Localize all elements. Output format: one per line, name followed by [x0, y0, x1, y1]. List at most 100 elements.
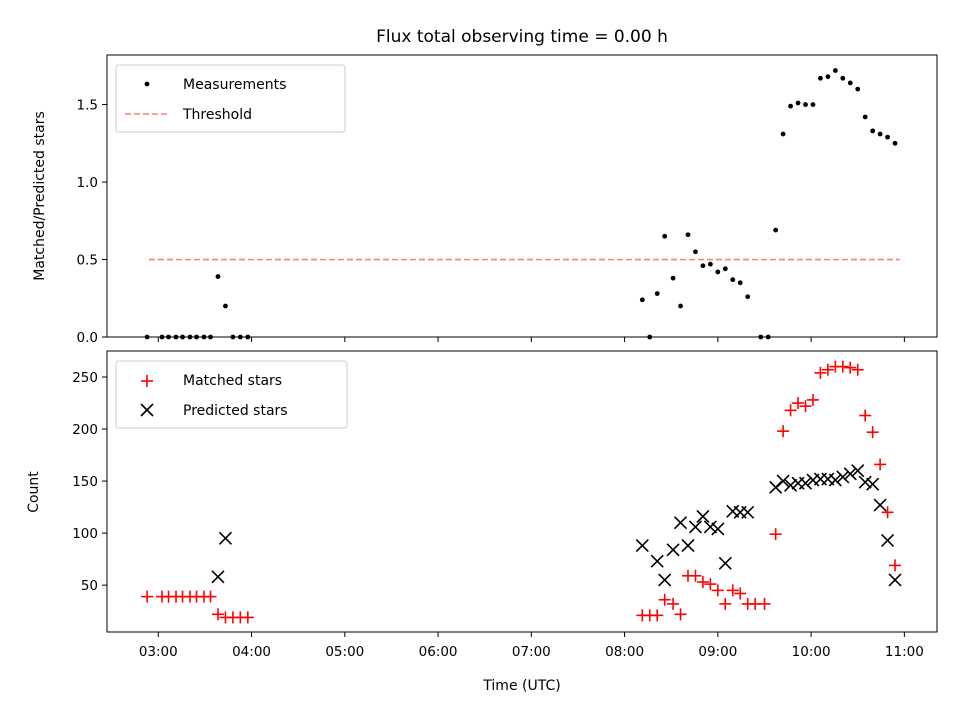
measurement-point: [855, 86, 861, 92]
ratio-y-axis-label: Matched/Predicted stars: [32, 111, 48, 281]
measurement-point: [788, 103, 793, 109]
count-y-axis-label: Count: [26, 471, 42, 513]
predicted-star-point: [828, 473, 842, 487]
legend-label-matched: Matched stars: [183, 373, 282, 389]
y-tick-label: 1.5: [77, 98, 98, 114]
matched-star-point: [758, 597, 771, 610]
measurement-point: [700, 263, 706, 269]
x-tick-label: 04:00: [232, 644, 271, 660]
matched-star-point: [769, 528, 782, 541]
count-x-ticks: 03:00 04:00 05:00 06:00 07:00 08:00 09:00 10:00…: [139, 632, 924, 660]
count-axes-frame: [106, 350, 938, 633]
measurement-point: [737, 280, 743, 286]
x-tick-label: 03:00: [139, 644, 178, 660]
matched-star-point: [141, 590, 154, 603]
count-legend: Matched stars Predicted stars: [115, 360, 348, 429]
predicted-star-point: [711, 522, 725, 536]
y-tick-label: 250: [72, 370, 98, 386]
measurement-point: [825, 74, 831, 80]
matched-star-point: [851, 363, 864, 376]
measurement-point: [840, 75, 846, 81]
legend-marker-measurements: [144, 81, 150, 87]
x-tick-label: 08:00: [605, 644, 644, 660]
count-panel: 50 100 150 200 250 03:00 04:00 05:00 06:00 07:00…: [26, 350, 938, 694]
legend-marker-matched: [141, 375, 153, 387]
measurement-point: [715, 269, 721, 275]
predicted-star-point: [776, 474, 790, 488]
measurement-point: [215, 274, 221, 279]
measurement-point: [685, 232, 691, 238]
measurement-point: [773, 227, 779, 233]
matched-star-point: [874, 458, 887, 471]
x-tick-label: 11:00: [885, 644, 924, 660]
matched-star-point: [859, 409, 872, 422]
x-tick-label: 09:00: [698, 644, 737, 660]
measurement-point: [693, 249, 698, 255]
measurement-point: [707, 261, 713, 267]
measurement-point: [847, 80, 853, 86]
y-tick-label: 0.5: [77, 253, 98, 269]
measurement-point: [795, 100, 801, 106]
x-tick-label: 10:00: [792, 644, 831, 660]
predicted-star-point: [635, 539, 649, 553]
measurement-point: [223, 303, 228, 309]
x-tick-label: 07:00: [512, 644, 551, 660]
measurement-point: [780, 131, 786, 137]
matched-star-point: [821, 363, 834, 376]
predicted-star-point: [666, 543, 680, 557]
chart-title: Flux total observing time = 0.00 h: [376, 27, 668, 47]
predicted-star-point: [650, 554, 664, 568]
measurement-point: [818, 75, 823, 81]
y-tick-label: 200: [72, 422, 98, 438]
matched-star-point: [711, 584, 724, 597]
matched-star-point: [784, 404, 797, 417]
y-tick-label: 150: [72, 474, 98, 490]
y-tick-label: 100: [72, 526, 98, 542]
matched-star-point: [889, 559, 902, 572]
predicted-star-point: [873, 498, 887, 512]
ratio-panel: 0.0 0.5 1.0 1.5 Matched/Predicted stars Mea…: [32, 54, 938, 346]
ratio-axes-frame: [106, 54, 938, 338]
matched-star-point: [799, 400, 812, 413]
matched-star-point: [777, 425, 790, 438]
count-plot-area: [141, 360, 902, 624]
measurement-point: [678, 303, 683, 309]
predicted-star-point: [836, 470, 850, 484]
measurement-point: [745, 294, 751, 300]
x-tick-label: 05:00: [325, 644, 364, 660]
ratio-x-ticks: [157, 337, 905, 342]
legend-label-threshold: Threshold: [182, 107, 252, 123]
count-y-ticks: 50 100 150 200 250: [72, 370, 107, 594]
matched-star-point: [658, 593, 671, 606]
legend-label-predicted: Predicted stars: [183, 403, 288, 419]
predicted-star-point: [681, 539, 695, 553]
measurement-point: [877, 131, 883, 137]
ratio-legend-box: [115, 64, 346, 133]
legend-marker-predicted: [140, 403, 154, 417]
measurement-point: [722, 266, 728, 272]
matched-star-point: [651, 609, 664, 622]
predicted-star-point: [881, 533, 895, 547]
matched-star-point: [792, 397, 805, 410]
matched-star-point: [689, 569, 702, 582]
measurement-point: [862, 114, 868, 120]
predicted-star-point: [858, 475, 872, 489]
measurement-point: [639, 297, 645, 303]
matched-star-point: [241, 611, 254, 624]
y-tick-label: 50: [81, 578, 98, 594]
measurement-point: [832, 68, 838, 73]
measurement-point: [885, 134, 890, 140]
matched-star-point: [204, 590, 217, 603]
matched-star-point: [844, 361, 857, 374]
measurement-point: [810, 102, 816, 107]
predicted-star-point: [673, 516, 688, 530]
measurement-point: [892, 140, 898, 146]
matched-star-point: [667, 597, 680, 610]
predicted-star-point: [866, 477, 880, 491]
matched-star-point: [814, 366, 827, 379]
matched-star-point: [719, 597, 732, 610]
predicted-star-point: [218, 531, 233, 545]
matched-star-point: [211, 608, 224, 621]
legend-label-measurements: Measurements: [183, 77, 286, 93]
